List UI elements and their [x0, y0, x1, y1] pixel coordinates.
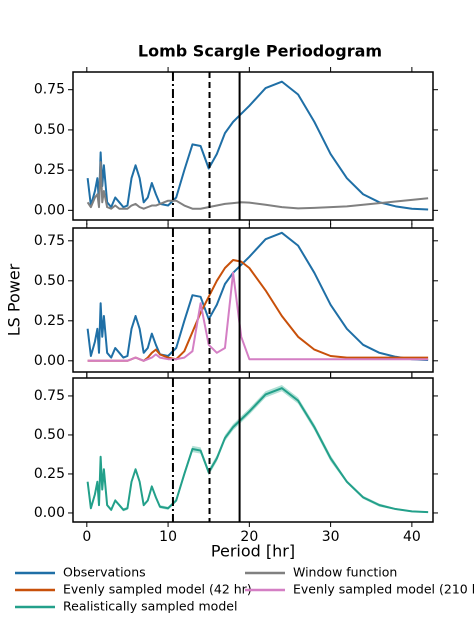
y-axis-label: LS Power	[5, 263, 24, 336]
y-tick-label: 0.25	[34, 466, 65, 482]
x-tick-label: 10	[159, 529, 177, 545]
y-tick-label: 0.50	[34, 427, 65, 443]
plot-frame	[72, 227, 434, 373]
y-tick-label: 0.25	[34, 313, 65, 329]
series-line	[87, 259, 429, 362]
y-tick-label: 0.50	[34, 122, 65, 138]
series-line	[86, 231, 429, 361]
plot-frame	[72, 377, 434, 523]
x-tick-label: 40	[403, 529, 421, 545]
plot-frame	[72, 71, 434, 221]
y-tick-label: 0.75	[34, 82, 65, 98]
series-line	[86, 80, 429, 211]
x-tick-label: 30	[322, 529, 340, 545]
y-tick-label: 0.00	[34, 202, 65, 218]
chart-title: Lomb Scargle Periodogram	[138, 42, 382, 61]
y-tick-label: 0.50	[34, 273, 65, 289]
x-tick-label: 0	[82, 529, 91, 545]
x-axis-label: Period [hr]	[211, 542, 295, 561]
y-tick-label: 0.75	[34, 233, 65, 249]
legend-label: Evenly sampled model (210 hr)	[293, 582, 474, 597]
y-tick-label: 0.00	[34, 505, 65, 521]
legend-label: Window function	[293, 565, 397, 580]
series-line	[87, 271, 429, 362]
legend-label: Realistically sampled model	[63, 599, 237, 614]
legend-label: Evenly sampled model (42 hr)	[63, 582, 252, 597]
y-tick-label: 0.25	[34, 162, 65, 178]
band	[87, 385, 429, 513]
y-tick-label: 0.00	[34, 353, 65, 369]
y-tick-label: 0.75	[34, 388, 65, 404]
series-line	[86, 161, 429, 210]
series-line	[86, 387, 429, 514]
legend-label: Observations	[63, 565, 146, 580]
x-tick-label: 20	[240, 529, 258, 545]
